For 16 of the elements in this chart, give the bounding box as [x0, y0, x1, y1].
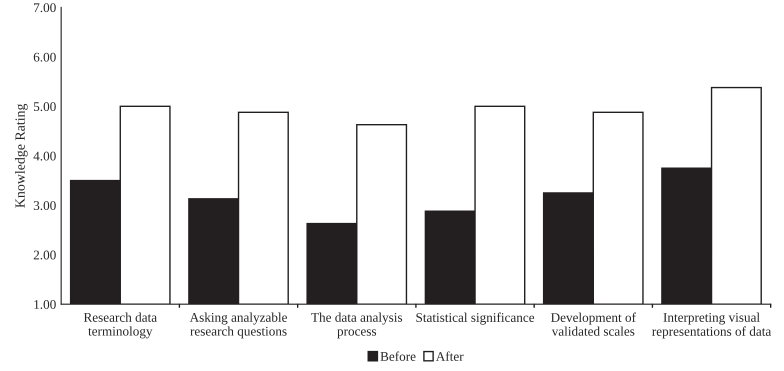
x-tick-label: Interpreting visual representations of data — [652, 312, 772, 339]
y-tick-label: 5.00 — [34, 102, 56, 112]
x-tick-label: Statistical significance — [416, 312, 534, 325]
x-tick-label: Research data terminology — [84, 312, 157, 338]
y-tick-label: 7.00 — [34, 3, 56, 12]
y-tick-label: 2.00 — [34, 250, 56, 260]
y-tick-label: 6.00 — [34, 52, 56, 62]
y-tick-label: 4.00 — [33, 152, 56, 161]
y-tick-label: 3.00 — [34, 201, 56, 210]
x-tick-label: Development of validated scales — [550, 312, 636, 336]
x-tick-label: The data analysis process — [311, 312, 402, 338]
x-tick-label: Asking analyzable research questions — [190, 312, 287, 338]
y-axis-title: Knowledge Rating — [15, 104, 28, 208]
legend-label: After — [436, 351, 464, 361]
y-tick-label: 1.00 — [34, 300, 56, 309]
legend-label: Before — [380, 351, 416, 361]
